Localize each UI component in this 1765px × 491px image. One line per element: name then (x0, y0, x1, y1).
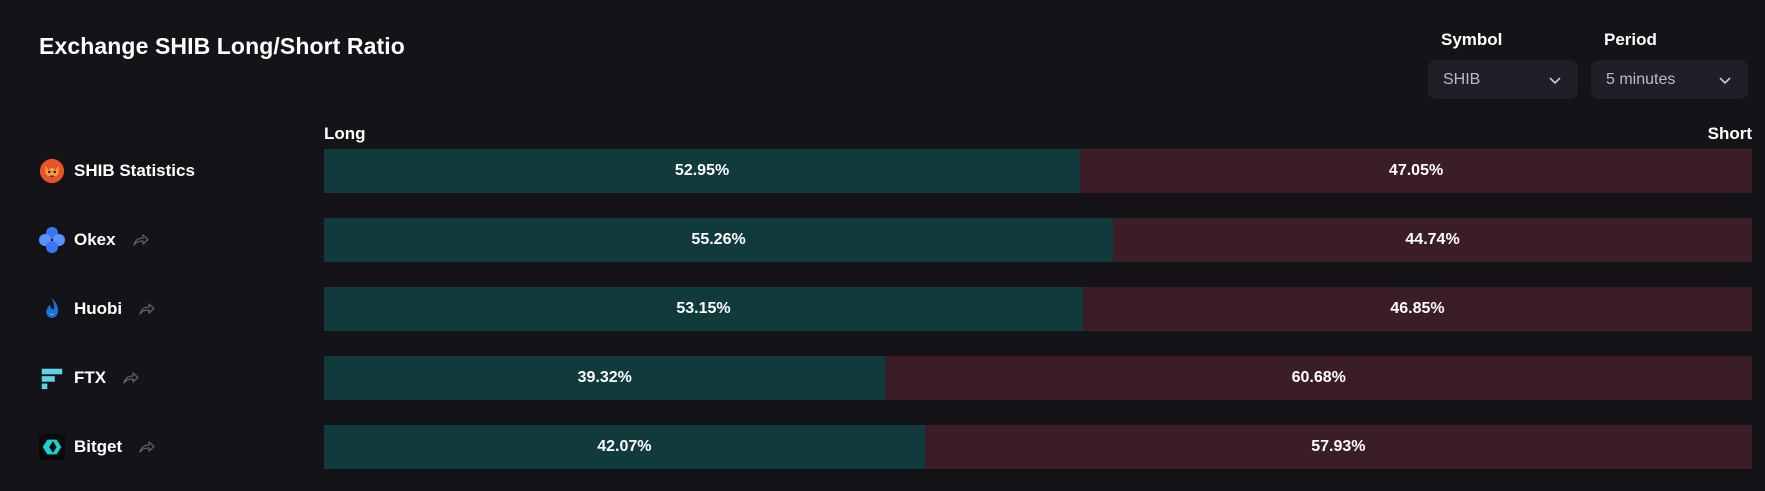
exchange-label: SHIB Statistics (38, 149, 195, 193)
exchange-label: Bitget (38, 425, 156, 469)
symbol-select[interactable]: SHIB (1428, 60, 1578, 99)
ftx-logo-icon (38, 364, 66, 392)
ratio-bar: 52.95% 47.05% (324, 149, 1752, 193)
long-segment: 39.32% (324, 356, 886, 400)
ratio-bar: 39.32% 60.68% (324, 356, 1752, 400)
exchange-row: FTX 39.32% 60.68% (0, 356, 1765, 400)
shib-logo-icon (38, 157, 66, 185)
exchange-row: Bitget 42.07% 57.93% (0, 425, 1765, 469)
exchange-row: Okex 55.26% 44.74% (0, 218, 1765, 262)
okex-logo-icon (38, 226, 66, 254)
long-segment: 52.95% (324, 149, 1081, 193)
exchange-name: Bitget (74, 437, 123, 456)
chevron-down-icon (1719, 76, 1731, 84)
long-column-label: Long (324, 124, 366, 143)
period-filter: Period 5 minutes (1591, 30, 1748, 99)
period-value: 5 minutes (1606, 70, 1676, 88)
share-icon[interactable] (122, 369, 140, 387)
period-label: Period (1604, 30, 1657, 49)
share-icon[interactable] (138, 438, 156, 456)
huobi-logo-icon (38, 295, 66, 323)
ratio-bar: 42.07% 57.93% (324, 425, 1752, 469)
short-segment: 57.93% (924, 425, 1752, 469)
page-title: Exchange SHIB Long/Short Ratio (39, 33, 405, 59)
exchange-name: Okex (74, 230, 116, 249)
short-column-label: Short (1707, 124, 1752, 143)
symbol-value: SHIB (1443, 70, 1481, 88)
exchange-name: SHIB Statistics (74, 161, 195, 180)
exchange-label: FTX (38, 356, 140, 400)
short-segment: 44.74% (1113, 218, 1752, 262)
short-segment: 47.05% (1080, 149, 1752, 193)
period-select[interactable]: 5 minutes (1591, 60, 1748, 99)
long-segment: 42.07% (324, 425, 925, 469)
long-segment: 53.15% (324, 287, 1083, 331)
share-icon[interactable] (138, 300, 156, 318)
exchange-row: SHIB Statistics 52.95% 47.05% (0, 149, 1765, 193)
ratio-bar: 55.26% 44.74% (324, 218, 1752, 262)
short-segment: 60.68% (885, 356, 1752, 400)
exchange-name: Huobi (74, 299, 123, 318)
share-icon[interactable] (132, 231, 150, 249)
symbol-label: Symbol (1441, 30, 1503, 49)
chevron-down-icon (1549, 76, 1561, 84)
short-segment: 46.85% (1082, 287, 1752, 331)
bitget-logo-icon (38, 433, 66, 461)
exchange-name: FTX (74, 368, 107, 387)
ratio-bar: 53.15% 46.85% (324, 287, 1752, 331)
long-segment: 55.26% (324, 218, 1114, 262)
exchange-label: Huobi (38, 287, 156, 331)
exchange-label: Okex (38, 218, 150, 262)
exchange-row: Huobi 53.15% 46.85% (0, 287, 1765, 331)
symbol-filter: Symbol SHIB (1428, 30, 1578, 99)
